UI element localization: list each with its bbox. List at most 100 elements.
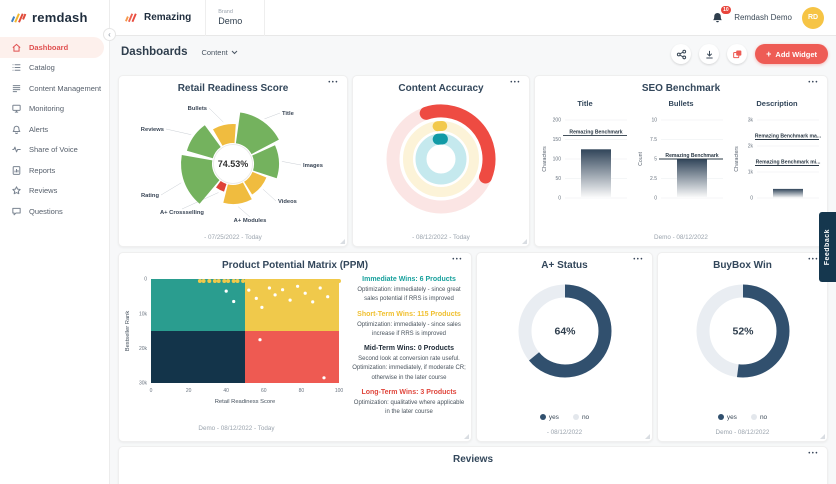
svg-text:10k: 10k bbox=[139, 311, 148, 317]
notifications-button[interactable]: 10 bbox=[711, 6, 732, 24]
sidebar-item-questions[interactable]: Questions bbox=[0, 201, 109, 222]
svg-text:40: 40 bbox=[223, 388, 229, 394]
svg-text:Characters: Characters bbox=[734, 146, 740, 172]
feedback-tab[interactable]: Feedback bbox=[819, 212, 836, 282]
svg-text:200: 200 bbox=[553, 118, 562, 124]
legend-item-no: no bbox=[750, 414, 767, 421]
company-name: Remazing bbox=[144, 12, 192, 23]
sidebar-item-label: Share of Voice bbox=[29, 145, 78, 155]
brand-selector[interactable]: Brand Demo bbox=[206, 9, 264, 26]
copy-button[interactable] bbox=[727, 44, 748, 64]
widget-aplus-status: A+ Status ••• 64% yes no - 08/12/2022 bbox=[476, 252, 653, 442]
sidebar-item-dashboard[interactable]: Dashboard bbox=[0, 37, 104, 58]
svg-text:0: 0 bbox=[750, 196, 753, 202]
sidebar-item-label: Reviews bbox=[29, 186, 58, 196]
widget-menu-icon[interactable]: ••• bbox=[808, 80, 819, 86]
sidebar-item-label: Alerts bbox=[29, 124, 49, 134]
ppm-section-short-term: Short-Term Wins: 115 Products Optimizati… bbox=[351, 311, 467, 340]
sidebar-item-label: Monitoring bbox=[29, 104, 65, 114]
ppm-text-panel: Immediate Wins: 6 Products Optimization:… bbox=[351, 276, 467, 424]
share-button[interactable] bbox=[671, 44, 692, 64]
legend-item-no: no bbox=[572, 414, 589, 421]
widget-menu-icon[interactable]: ••• bbox=[510, 80, 521, 86]
svg-text:Bullets: Bullets bbox=[188, 106, 207, 112]
aplus-donut-chart: 64% bbox=[477, 279, 652, 390]
svg-text:5: 5 bbox=[654, 157, 657, 163]
plus-icon: + bbox=[766, 49, 772, 59]
remazing-logo-icon bbox=[125, 13, 137, 23]
chevron-down-icon bbox=[231, 50, 238, 55]
topbar: Remazing Brand Demo 10 Remdash Demo RD bbox=[110, 0, 836, 36]
sidebar-item-reports[interactable]: Reports bbox=[0, 160, 109, 181]
report-icon bbox=[11, 165, 22, 176]
widget-menu-icon[interactable]: ••• bbox=[808, 451, 819, 457]
widget-menu-icon[interactable]: ••• bbox=[452, 257, 463, 263]
avatar[interactable]: RD bbox=[802, 6, 824, 29]
main-content: Dashboards Content + Add Widget Retail bbox=[110, 36, 836, 484]
widget-menu-icon[interactable]: ••• bbox=[633, 257, 644, 263]
svg-text:52%: 52% bbox=[732, 326, 754, 338]
add-widget-button[interactable]: + Add Widget bbox=[755, 44, 828, 64]
sidebar-item-reviews[interactable]: Reviews bbox=[0, 181, 109, 202]
widget-title: BuyBox Win bbox=[713, 260, 772, 271]
widget-title: Reviews bbox=[452, 454, 494, 465]
widget-buybox-win: BuyBox Win ••• 52% yes no Demo - 08/12/2… bbox=[657, 252, 828, 442]
remdash-logo[interactable]: remdash bbox=[0, 0, 109, 33]
svg-text:2.5: 2.5 bbox=[650, 176, 657, 182]
legend-dot-yes bbox=[717, 414, 724, 421]
sidebar-item-share-of-voice[interactable]: Share of Voice bbox=[0, 140, 109, 161]
resize-handle-icon[interactable] bbox=[820, 434, 825, 439]
monitor-icon bbox=[11, 103, 22, 114]
sidebar-item-catalog[interactable]: Catalog bbox=[0, 58, 109, 79]
svg-text:Title: Title bbox=[282, 111, 295, 117]
page-head: Dashboards Content bbox=[121, 46, 238, 58]
widget-caption: Demo - 08/12/2022 bbox=[654, 234, 708, 241]
ppm-section-heading: Mid-Term Wins: 0 Products bbox=[363, 345, 455, 353]
svg-text:64%: 64% bbox=[554, 326, 576, 338]
widget-menu-icon[interactable]: ••• bbox=[328, 80, 339, 86]
svg-text:0: 0 bbox=[654, 196, 657, 202]
svg-text:100: 100 bbox=[553, 157, 562, 163]
donut-legend: yes no bbox=[658, 414, 827, 421]
sidebar-item-alerts[interactable]: Alerts bbox=[0, 119, 109, 140]
brand-label: Brand bbox=[218, 9, 233, 15]
svg-text:0: 0 bbox=[144, 277, 147, 283]
ppm-section-heading: Immediate Wins: 6 Products bbox=[362, 276, 456, 283]
resize-handle-icon[interactable] bbox=[464, 434, 469, 439]
svg-text:Remazing Benchmark: Remazing Benchmark bbox=[665, 153, 718, 159]
dashboard-selector[interactable]: Content bbox=[201, 48, 238, 57]
sidebar-item-content-management[interactable]: Content Management bbox=[0, 78, 109, 99]
download-button[interactable] bbox=[699, 44, 720, 64]
svg-text:74.53%: 74.53% bbox=[218, 159, 249, 169]
widget-retail-readiness-score: Retail Readiness Score ••• Bullets Title I… bbox=[118, 75, 348, 247]
ppm-section-body: Second look at conversion rate useful. O… bbox=[352, 356, 466, 381]
widget-title: Retail Readiness Score bbox=[177, 83, 289, 94]
feedback-label: Feedback bbox=[824, 228, 831, 266]
resize-handle-icon[interactable] bbox=[645, 434, 650, 439]
chat-icon bbox=[11, 206, 22, 217]
legend-dot-no bbox=[572, 414, 579, 421]
resize-handle-icon[interactable] bbox=[522, 239, 527, 244]
widget-title: SEO Benchmark bbox=[641, 83, 721, 94]
resize-handle-icon[interactable] bbox=[340, 239, 345, 244]
svg-text:Remazing Benchmark: Remazing Benchmark bbox=[569, 130, 622, 136]
ppm-section-immediate: Immediate Wins: 6 Products Optimization:… bbox=[351, 276, 467, 305]
sidebar-collapse-button[interactable]: ‹ bbox=[103, 28, 116, 41]
svg-text:80: 80 bbox=[299, 388, 305, 394]
svg-text:Images: Images bbox=[303, 163, 323, 169]
widget-caption: Demo - 08/12/2022 - Today bbox=[198, 425, 275, 432]
svg-text:A+ Modules: A+ Modules bbox=[234, 218, 267, 224]
seo-bar-chart: 10 7.5 5 2.5 0 Remazing Benchmark Count bbox=[634, 108, 728, 217]
widget-title: A+ Status bbox=[541, 260, 588, 271]
home-icon bbox=[11, 42, 22, 53]
seo-bar-chart: 200 150 100 50 0 Remazing Benchmark Characters bbox=[538, 108, 632, 217]
star-icon bbox=[11, 185, 22, 196]
widget-caption: - 07/25/2022 - Today bbox=[204, 234, 262, 241]
widget-menu-icon[interactable]: ••• bbox=[808, 257, 819, 263]
svg-text:Retail Readiness Score: Retail Readiness Score bbox=[215, 399, 276, 405]
sidebar-item-label: Catalog bbox=[29, 63, 55, 73]
svg-text:50: 50 bbox=[555, 176, 561, 182]
download-icon bbox=[706, 50, 713, 58]
sidebar-item-monitoring[interactable]: Monitoring bbox=[0, 99, 109, 120]
ppm-section-body: Optimization: immediately - since sales … bbox=[357, 321, 461, 337]
